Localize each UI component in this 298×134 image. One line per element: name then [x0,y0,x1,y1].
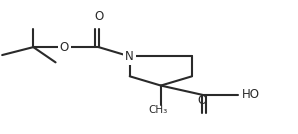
Text: N: N [125,50,134,63]
Text: CH₃: CH₃ [148,105,167,116]
Text: O: O [198,94,207,107]
Text: HO: HO [242,88,260,101]
Text: O: O [94,10,103,23]
Text: O: O [60,41,69,54]
